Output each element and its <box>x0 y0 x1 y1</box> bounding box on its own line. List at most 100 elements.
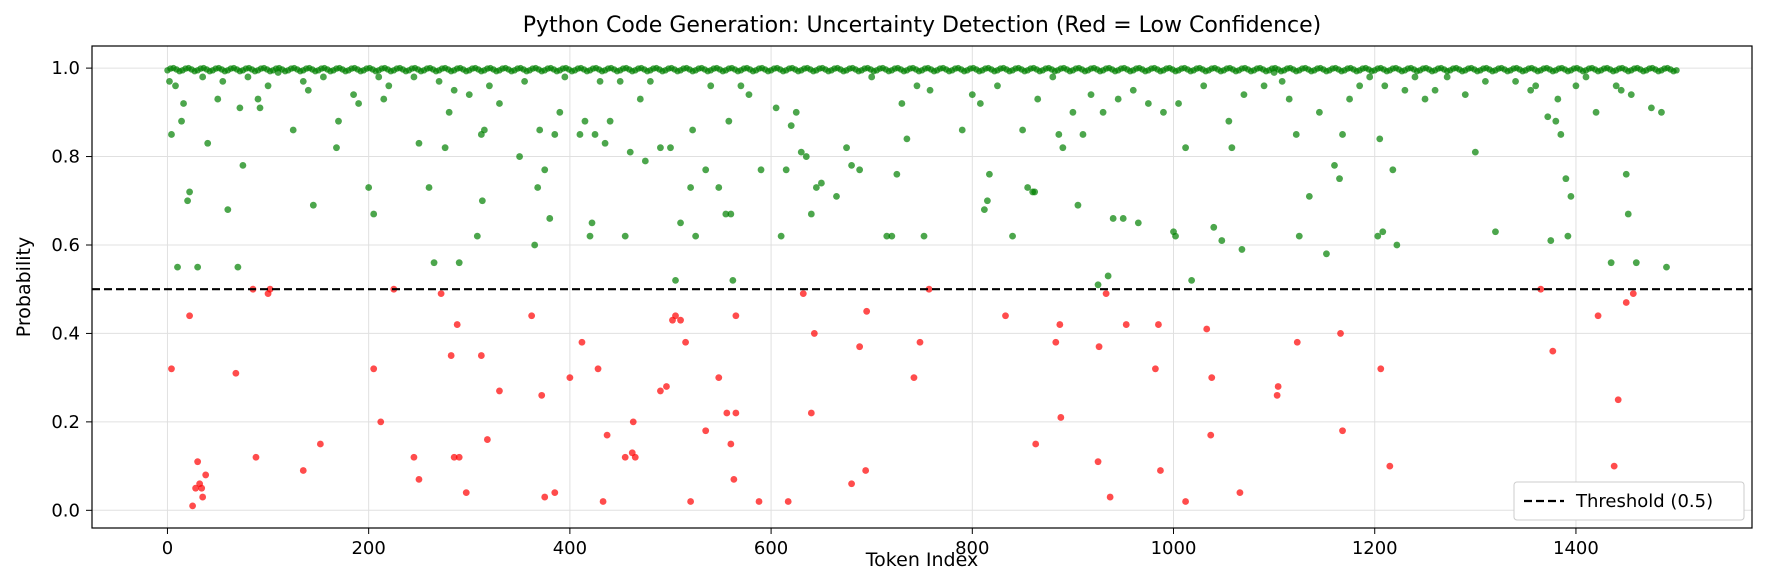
data-point-high <box>725 117 733 125</box>
data-point-high <box>1188 276 1196 284</box>
data-point-high <box>976 100 984 107</box>
data-point-high <box>727 210 735 218</box>
data-point-low <box>621 453 629 461</box>
data-point-high <box>1617 86 1625 94</box>
data-point-low <box>848 480 855 488</box>
data-point-high <box>1582 73 1590 81</box>
data-point-high <box>1366 73 1374 81</box>
data-point-high <box>1260 82 1268 90</box>
data-point-high <box>1182 144 1189 152</box>
data-point-high <box>370 210 378 218</box>
data-point-high <box>1356 82 1364 90</box>
x-tick-label: 1000 <box>1151 538 1197 559</box>
data-point-high <box>1225 117 1233 125</box>
data-point-high <box>677 219 684 227</box>
data-point-low <box>415 475 423 483</box>
data-point-low <box>1293 338 1301 346</box>
data-point-low <box>730 475 738 483</box>
data-point-low <box>594 365 602 373</box>
data-point-high <box>1114 95 1122 103</box>
data-point-high <box>1379 228 1387 236</box>
data-point-high <box>1094 281 1102 289</box>
data-point-high <box>485 82 493 90</box>
data-point-high <box>365 184 373 191</box>
data-point-high <box>304 86 312 94</box>
data-point-high <box>692 232 700 240</box>
data-point-high <box>172 82 179 90</box>
data-point-low <box>672 312 679 320</box>
data-point-high <box>1305 192 1313 200</box>
data-point-low <box>910 374 918 382</box>
data-point-high <box>1393 241 1401 249</box>
data-point-high <box>994 82 1001 90</box>
data-point-high <box>1134 219 1142 227</box>
data-point-low <box>462 489 470 497</box>
data-point-high <box>868 73 876 81</box>
data-point-high <box>254 95 262 103</box>
data-point-high <box>1009 232 1016 240</box>
data-point-low <box>566 374 574 382</box>
data-point-high <box>888 232 896 240</box>
data-point-high <box>1331 161 1338 169</box>
data-point-high <box>204 139 212 147</box>
data-point-high <box>667 144 674 152</box>
data-point-high <box>848 161 855 169</box>
data-point-high <box>1285 95 1293 103</box>
data-point-high <box>1074 201 1082 209</box>
data-point-high <box>180 100 187 107</box>
data-point-high <box>1401 86 1409 94</box>
data-point-high <box>576 131 584 138</box>
data-point-high <box>1376 135 1384 143</box>
data-point-high <box>1024 184 1032 191</box>
x-tick-label: 0 <box>162 538 173 559</box>
data-point-high <box>455 259 463 267</box>
data-point-low <box>856 343 864 351</box>
data-point-low <box>702 427 710 435</box>
data-point-low <box>266 285 274 293</box>
y-tick-label: 0.6 <box>51 235 80 256</box>
data-point-high <box>435 77 443 85</box>
data-point-high <box>234 263 242 271</box>
data-point-low <box>1629 290 1637 298</box>
data-point-high <box>1160 108 1167 116</box>
data-point-high <box>1059 144 1067 152</box>
data-point-high <box>319 73 327 81</box>
x-tick-label: 400 <box>553 538 587 559</box>
data-point-high <box>657 144 664 152</box>
data-point-high <box>588 219 596 227</box>
data-point-high <box>802 153 810 160</box>
data-point-low <box>599 498 607 505</box>
data-point-low <box>1614 396 1622 404</box>
data-point-low <box>1052 338 1060 346</box>
data-point-high <box>1527 86 1535 94</box>
data-point-high <box>646 77 654 85</box>
data-point-high <box>1389 166 1397 174</box>
data-point-high <box>1031 188 1039 196</box>
data-point-high <box>1512 77 1519 85</box>
data-point-low <box>541 493 549 501</box>
x-axis-ticks: 0 200 400 600 800 1000 1200 1400 <box>162 528 1599 559</box>
data-point-high <box>1346 95 1353 103</box>
data-point-low <box>1594 312 1602 320</box>
data-point-high <box>1172 232 1179 240</box>
data-point-high <box>1443 73 1451 81</box>
plot-area <box>92 46 1752 528</box>
data-point-high <box>1658 108 1665 116</box>
data-point-high <box>289 126 297 134</box>
data-point-high <box>920 232 928 240</box>
data-point-high <box>166 77 173 85</box>
data-point-high <box>516 153 523 160</box>
data-point-high <box>1079 131 1087 138</box>
data-point-high <box>551 131 559 138</box>
data-point-high <box>807 210 815 218</box>
data-point-high <box>264 82 272 90</box>
data-point-high <box>168 131 175 138</box>
data-point-low <box>1057 414 1065 421</box>
data-point-high <box>1624 210 1632 218</box>
data-point-high <box>1411 73 1419 81</box>
data-point-high <box>1532 82 1540 90</box>
x-axis-title: Token Index <box>865 549 978 571</box>
data-point-low <box>1377 365 1385 373</box>
data-point-high <box>596 77 604 85</box>
data-point-high <box>621 232 629 240</box>
